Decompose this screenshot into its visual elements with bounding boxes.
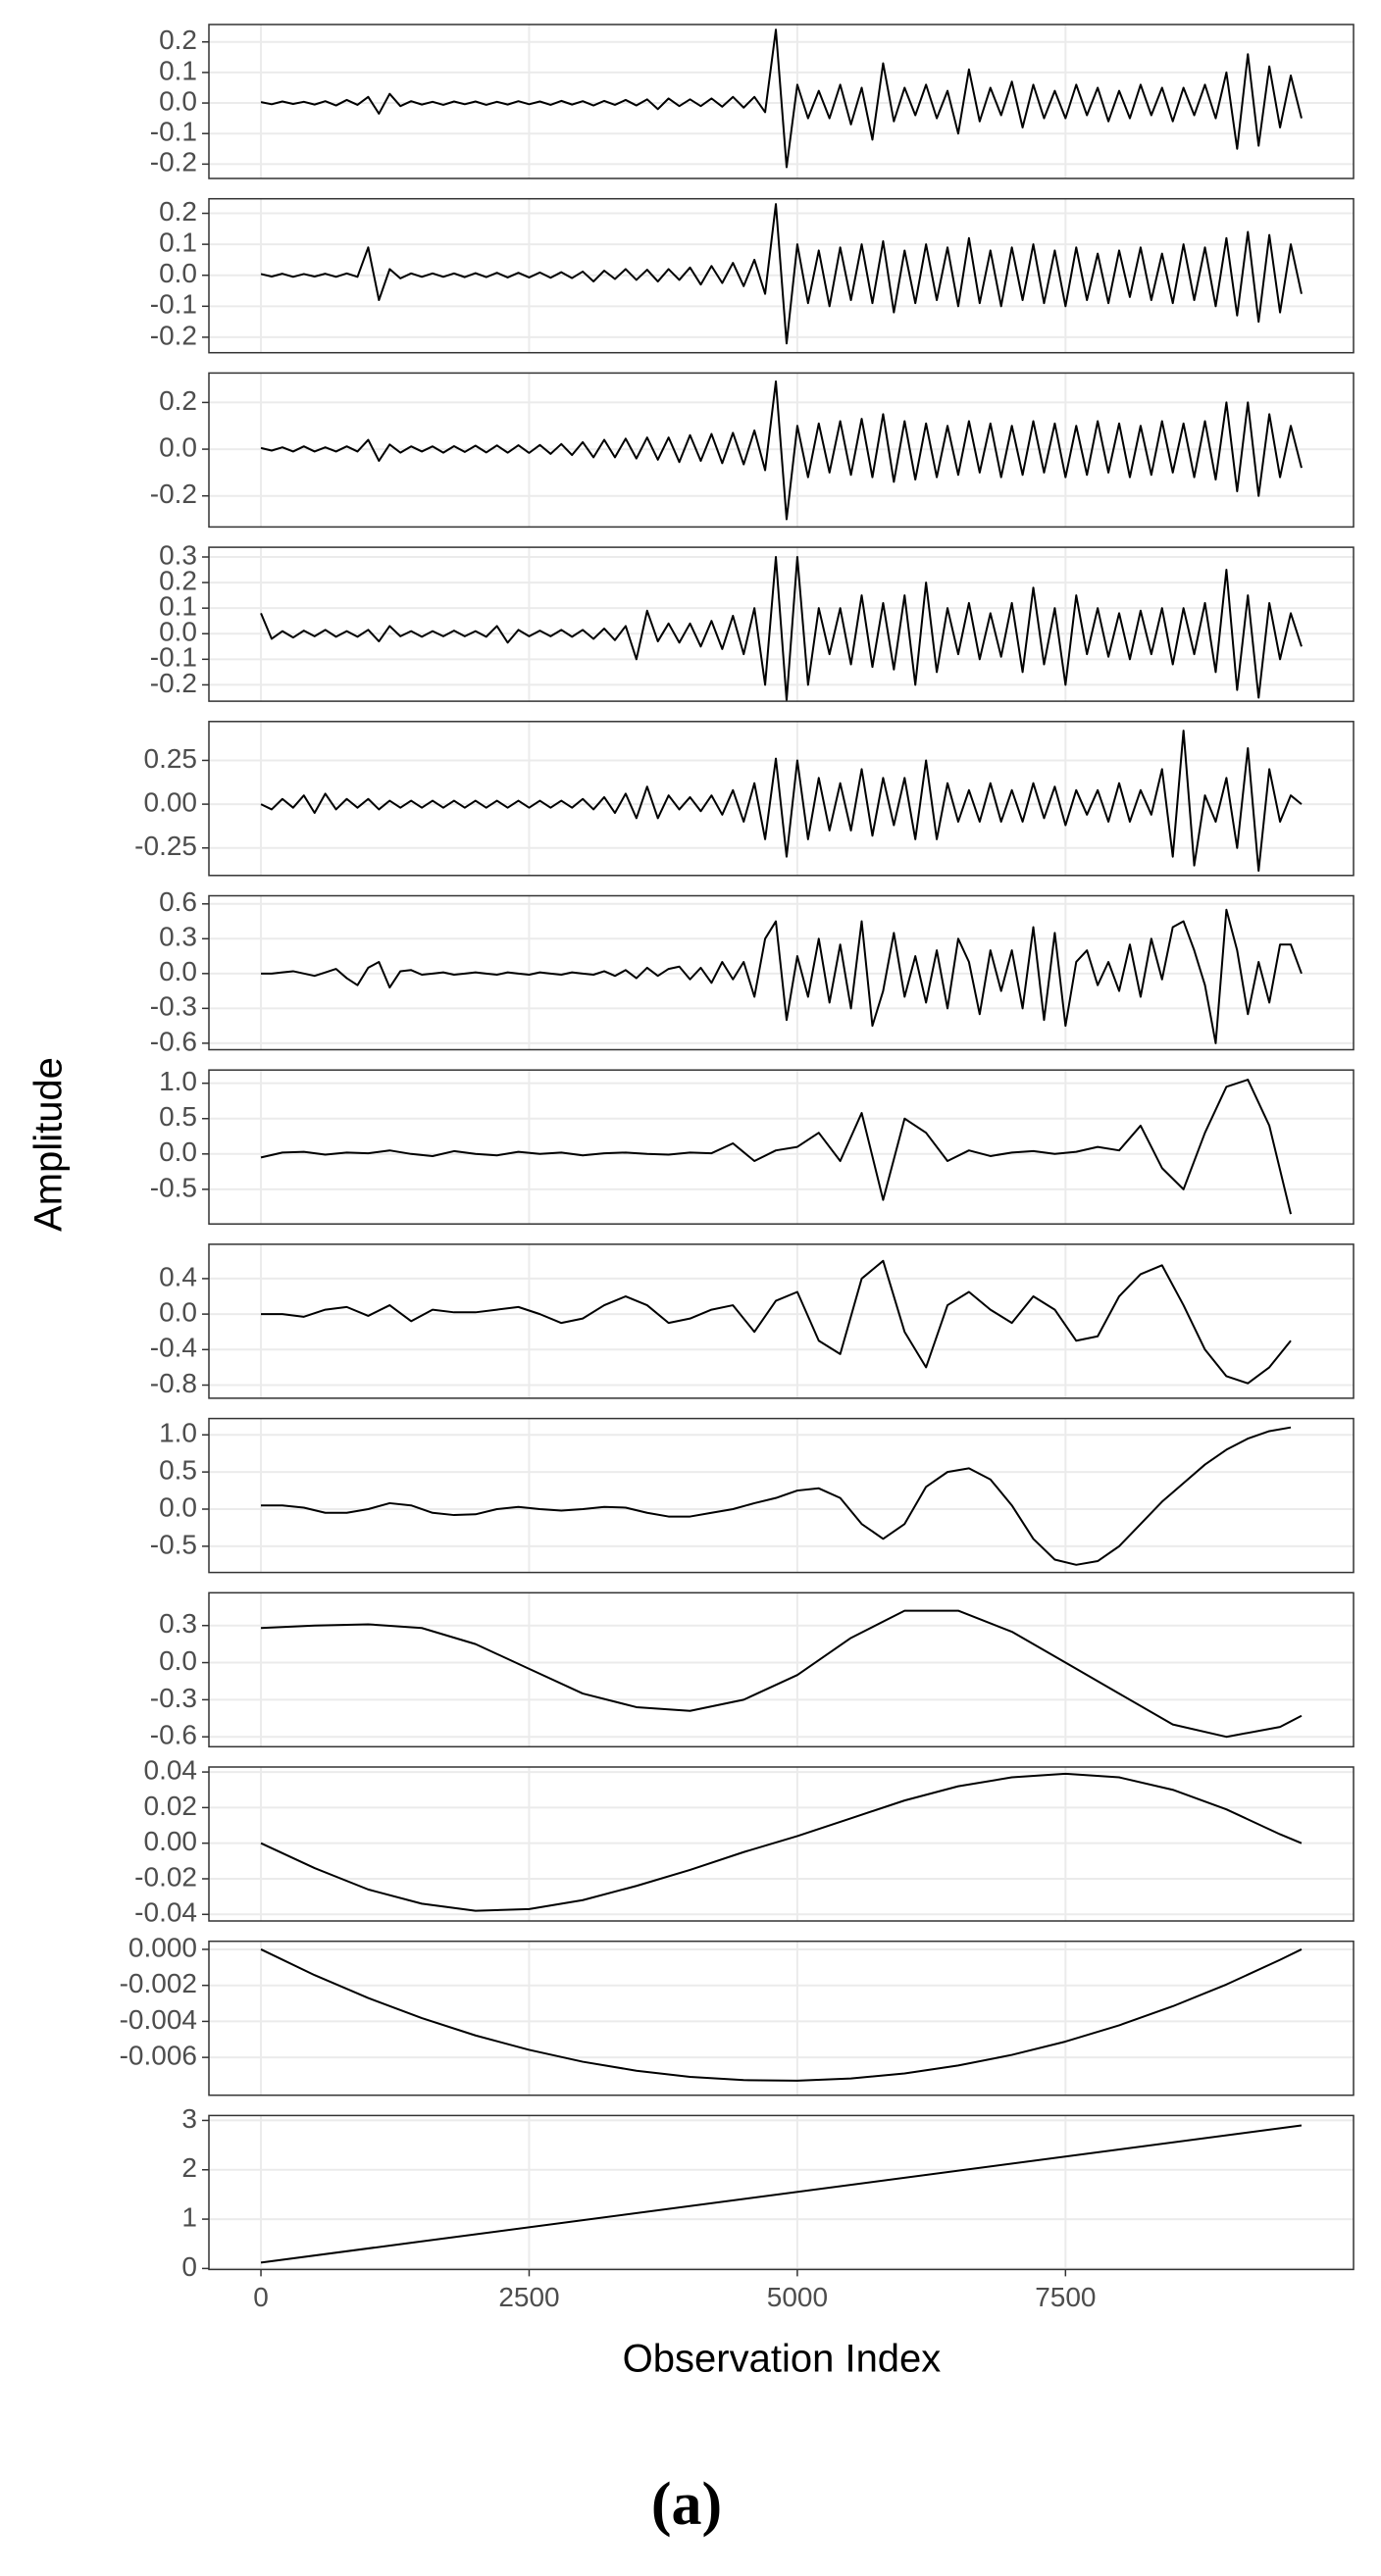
- panel-background: [209, 721, 1354, 876]
- y-tick-label: 0.00: [144, 1826, 198, 1856]
- y-tick-label: 1.0: [159, 1418, 197, 1448]
- data-line: [260, 28, 1303, 169]
- data-line: [260, 203, 1303, 345]
- data-line: [261, 1259, 1292, 1385]
- x-axis-title: Observation Index: [623, 2338, 942, 2381]
- y-tick-label: 0.5: [159, 1101, 197, 1132]
- data-line: [260, 730, 1303, 872]
- y-tick-label: 0.25: [144, 743, 198, 774]
- panel-border: [208, 1417, 1355, 1574]
- caption: (a): [651, 2471, 722, 2538]
- y-tick-label: -0.004: [120, 2004, 197, 2035]
- panel-border: [208, 24, 1355, 179]
- y-tick-label: 0.0: [159, 1645, 197, 1676]
- panel-border: [208, 372, 1355, 529]
- y-axis-title: Amplitude: [27, 1057, 71, 1232]
- panel-background: [209, 1941, 1354, 2096]
- y-tick-label: -0.6: [150, 1720, 197, 1750]
- y-tick-label: 2: [181, 2152, 197, 2183]
- y-tick-label: 0.0: [159, 258, 197, 288]
- y-tick-label: 0.3: [159, 922, 197, 952]
- y-tick-label: 0.1: [159, 591, 197, 622]
- x-tick-label: 2500: [498, 2282, 559, 2312]
- y-tick-label: 0.2: [159, 196, 197, 227]
- y-tick-label: -0.006: [120, 2041, 197, 2071]
- y-tick-label: -0.02: [134, 1861, 197, 1892]
- y-tick-label: 0.000: [128, 1932, 197, 1962]
- y-tick-label: -0.5: [150, 1172, 197, 1202]
- y-tick-label: 0.5: [159, 1455, 197, 1486]
- y-tick-label: -0.3: [150, 991, 197, 1022]
- y-tick-label: 3: [181, 2103, 197, 2134]
- panel-background: [209, 1070, 1354, 1225]
- y-tick-label: 0.2: [159, 565, 197, 595]
- y-tick-label: -0.1: [150, 289, 197, 320]
- data-line: [261, 1609, 1303, 1739]
- y-tick-label: -0.25: [134, 831, 197, 861]
- y-tick-label: 0.1: [159, 227, 197, 258]
- y-tick-label: 1.0: [159, 1066, 197, 1096]
- data-line: [260, 1772, 1303, 1912]
- y-tick-label: -0.1: [150, 642, 197, 673]
- panel-border: [208, 1766, 1355, 1922]
- panel-border: [208, 197, 1355, 354]
- y-tick-label: 0.0: [159, 85, 197, 116]
- y-tick-label: 0.2: [159, 385, 197, 416]
- x-tick-label: 5000: [767, 2282, 828, 2312]
- x-tick-label: 7500: [1035, 2282, 1096, 2312]
- data-line: [261, 1426, 1292, 1566]
- y-tick-label: -0.8: [150, 1368, 197, 1398]
- y-tick-label: -0.2: [150, 479, 197, 509]
- y-tick-label: -0.4: [150, 1333, 197, 1363]
- y-tick-label: -0.04: [134, 1897, 197, 1928]
- y-tick-label: 0.1: [159, 55, 197, 85]
- y-tick-label: 0.2: [159, 25, 197, 55]
- y-tick-label: 0.6: [159, 886, 197, 917]
- data-line: [260, 379, 1303, 521]
- y-tick-label: -0.002: [120, 1968, 197, 1998]
- y-tick-label: 0.3: [159, 539, 197, 570]
- data-line: [260, 2124, 1303, 2264]
- y-tick-label: -0.2: [150, 147, 197, 177]
- y-tick-label: -0.2: [150, 668, 197, 698]
- panel-border: [208, 2114, 1355, 2271]
- y-tick-label: 0: [181, 2251, 197, 2282]
- y-tick-label: -0.1: [150, 117, 197, 147]
- y-tick-label: -0.5: [150, 1529, 197, 1559]
- data-line: [260, 1948, 1303, 2082]
- y-tick-label: 0.0: [159, 431, 197, 462]
- data-line: [260, 556, 1303, 702]
- y-tick-label: -0.6: [150, 1026, 197, 1056]
- y-tick-label: 0.3: [159, 1608, 197, 1639]
- y-tick-label: 0.0: [159, 617, 197, 647]
- panel-background: [209, 1243, 1354, 1398]
- y-tick-label: 0.02: [144, 1791, 198, 1821]
- y-tick-label: -0.3: [150, 1683, 197, 1713]
- data-line: [261, 908, 1303, 1044]
- y-tick-label: -0.2: [150, 320, 197, 350]
- y-tick-label: 0.0: [159, 1297, 197, 1328]
- panel-border: [208, 1243, 1355, 1399]
- y-tick-label: 0.4: [159, 1261, 197, 1291]
- x-tick-label: 0: [253, 2282, 269, 2312]
- panel-border: [208, 1591, 1355, 1748]
- panel-border: [208, 894, 1355, 1051]
- y-tick-label: 0.00: [144, 786, 198, 817]
- panel-border: [208, 721, 1355, 877]
- y-tick-label: 0.0: [159, 1136, 197, 1167]
- panel-border: [208, 1940, 1355, 2096]
- y-tick-label: 0.0: [159, 1491, 197, 1522]
- y-tick-label: 0.0: [159, 956, 197, 986]
- y-tick-label: 0.04: [144, 1754, 198, 1785]
- data-line: [260, 1079, 1292, 1215]
- panel-border: [208, 1069, 1355, 1225]
- panel-border: [208, 546, 1355, 702]
- panel-background: [209, 1592, 1354, 1747]
- y-tick-label: 1: [181, 2201, 197, 2232]
